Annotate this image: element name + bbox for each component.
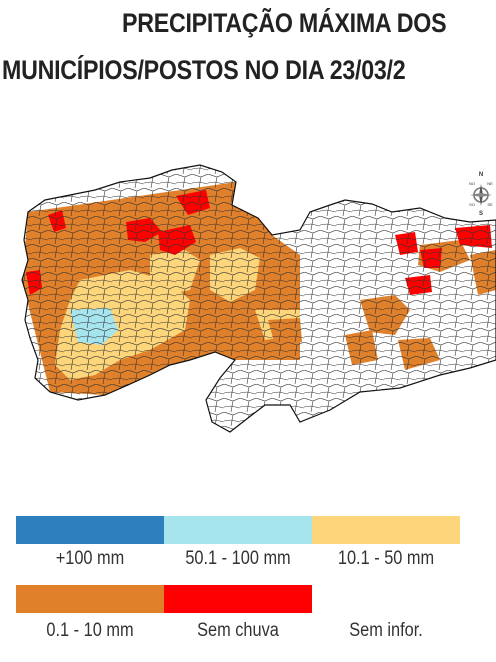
legend-swatch-sem-chuva <box>164 585 312 613</box>
state-outline <box>21 164 496 433</box>
paraiba-precipitation-map <box>21 164 496 433</box>
legend-swatch-0-10 <box>16 585 164 613</box>
compass-rose-icon: N NO NE SO SE S <box>469 172 493 217</box>
municipality-boundaries <box>22 165 496 432</box>
compass-nw: NO <box>469 181 475 186</box>
legend-label-0-10: 0.1 - 10 mm <box>46 620 134 641</box>
legend-label-10-50: 10.1 - 50 mm <box>337 548 435 569</box>
compass-ne: NE <box>487 181 493 186</box>
compass-se: SE <box>487 202 493 207</box>
legend-label-sem-chuva: Sem chuva <box>197 620 279 641</box>
compass-s: S <box>479 211 483 217</box>
legend-swatch-50-100 <box>164 516 312 544</box>
compass-n: N <box>479 172 483 178</box>
legend-label-sem-infor: Sem infor. <box>349 620 423 641</box>
legend-swatch-sem-infor <box>312 585 460 613</box>
map-title-line1: PRECIPITAÇÃO MÁXIMA DOS <box>122 8 447 38</box>
compass-sw: SO <box>469 202 475 207</box>
map-title-line2: MUNICÍPIOS/POSTOS NO DIA 23/03/2 <box>2 55 406 85</box>
legend-swatch-above-100 <box>16 516 164 544</box>
legend-swatch-10-50 <box>312 516 460 544</box>
legend-label-above-100: +100 mm <box>55 548 125 569</box>
legend-label-50-100: 50.1 - 100 mm <box>185 548 291 569</box>
